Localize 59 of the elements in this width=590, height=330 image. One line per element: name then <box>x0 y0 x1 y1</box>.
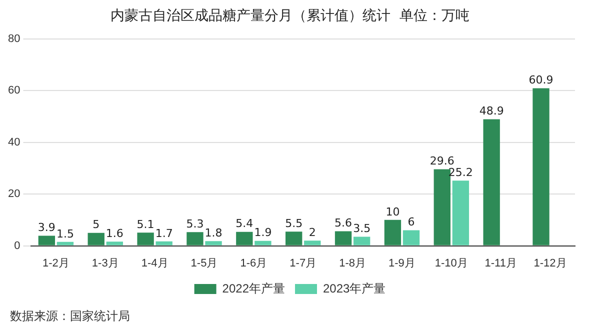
bar <box>334 231 352 246</box>
data-label: 48.9 <box>479 104 504 118</box>
bar <box>532 88 550 246</box>
chart-title: 内蒙古自治区成品糖产量分月（累计值）统计 单位：万吨 <box>110 8 470 24</box>
data-label: 3.5 <box>353 222 371 236</box>
y-tick-label: 0 <box>14 240 20 252</box>
data-label: 1.9 <box>254 226 272 240</box>
bar <box>434 169 450 246</box>
bar <box>254 240 272 246</box>
bar <box>156 241 172 246</box>
bar <box>186 232 204 246</box>
bar <box>286 232 302 246</box>
y-tick-label: 20 <box>8 188 20 200</box>
y-tick-label: 80 <box>8 32 20 45</box>
bar <box>384 220 402 246</box>
data-label: 5.6 <box>334 216 352 230</box>
bar <box>483 119 500 246</box>
x-tick-label: 1-10月 <box>434 257 468 270</box>
data-label: 1.7 <box>155 226 173 240</box>
data-label: 60.9 <box>528 74 554 87</box>
bar <box>236 232 253 246</box>
bar <box>106 242 123 246</box>
y-tick-label: 60 <box>8 84 20 97</box>
x-tick-label: 1-8月 <box>339 257 366 270</box>
data-label: 5 <box>92 218 100 232</box>
bar <box>38 236 56 246</box>
data-label: 6 <box>408 216 415 229</box>
y-tick-label: 40 <box>8 136 20 148</box>
x-tick-label: 1-6月 <box>240 257 268 270</box>
data-label: 5.1 <box>136 218 154 231</box>
data-label: 3.9 <box>38 221 56 234</box>
x-tick-label: 1-7月 <box>290 257 317 270</box>
data-label: 5.5 <box>285 216 303 230</box>
bar <box>353 236 370 246</box>
data-label: 5.4 <box>236 217 254 230</box>
data-label: 10 <box>386 205 400 218</box>
bar <box>137 232 154 246</box>
x-tick-label: 1-11月 <box>484 257 517 270</box>
bar <box>452 180 470 246</box>
x-tick-label: 1-4月 <box>141 257 168 270</box>
bar <box>56 242 74 246</box>
data-label: 5.3 <box>186 217 204 230</box>
x-tick-label: 1-9月 <box>388 257 416 270</box>
legend-label: 2023年产量 <box>323 281 386 296</box>
x-tick-label: 1-12月 <box>534 257 567 270</box>
legend-label: 2022年产量 <box>222 281 286 296</box>
source-note: 数据来源：国家统计局 <box>10 308 130 325</box>
data-label: 1.6 <box>106 227 124 240</box>
bar <box>304 240 321 246</box>
data-label: 29.6 <box>430 154 454 168</box>
bar <box>402 230 420 246</box>
data-label: 1.5 <box>56 227 74 240</box>
bar <box>205 241 222 246</box>
x-tick-label: 1-3月 <box>92 257 119 270</box>
x-tick-label: 1-5月 <box>190 257 218 270</box>
bar <box>88 232 104 246</box>
x-tick-label: 1-2月 <box>42 257 70 270</box>
data-label: 1.8 <box>204 226 222 240</box>
data-label: 2 <box>308 226 316 239</box>
